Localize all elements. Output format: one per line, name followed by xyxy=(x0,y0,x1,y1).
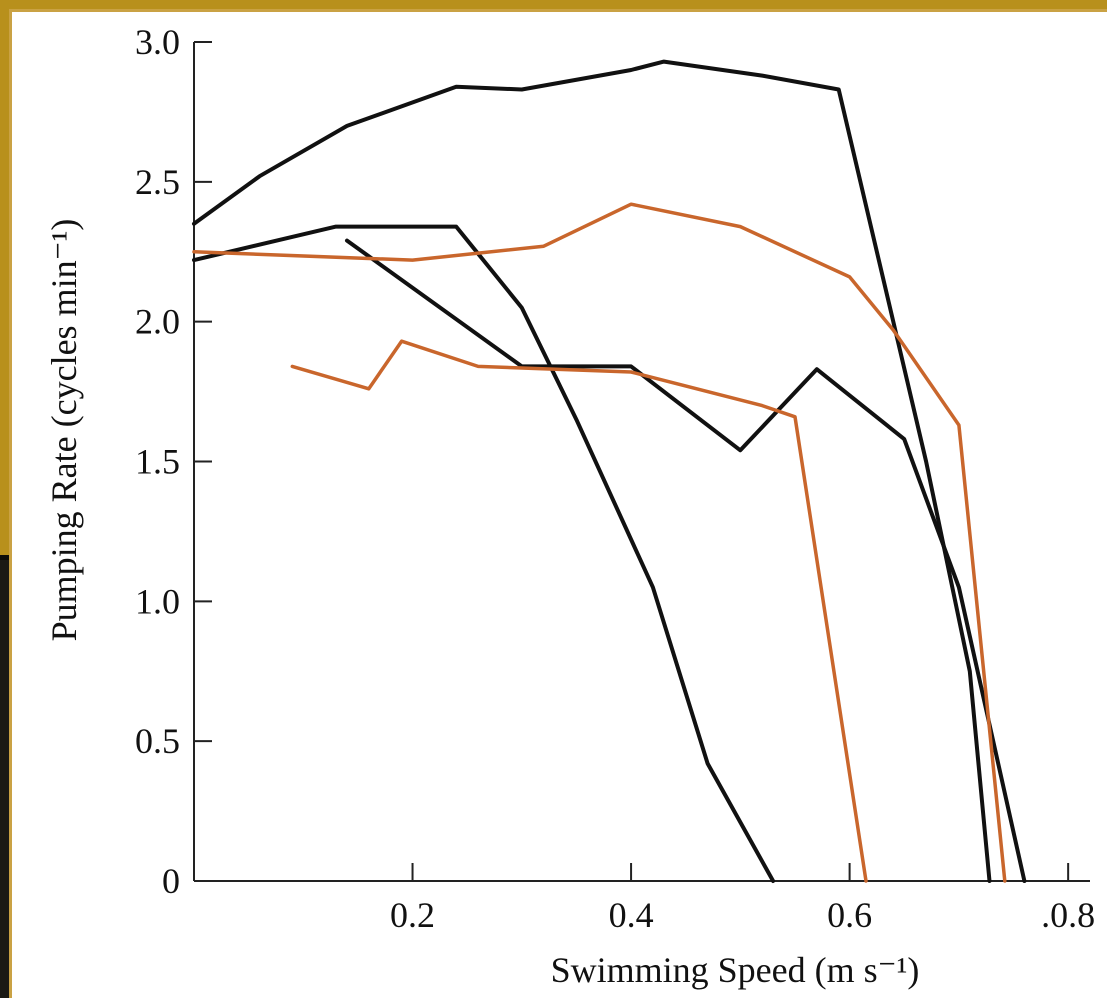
series-line-3 xyxy=(345,238,1027,883)
y-axis-label: Pumping Rate (cycles min⁻¹) xyxy=(44,219,84,642)
x-tick-label: 0.2 xyxy=(390,895,435,935)
y-tick-label: 1.5 xyxy=(135,442,180,482)
axes xyxy=(193,42,1090,882)
series-line-5 xyxy=(290,339,868,883)
x-tick-label: 0.6 xyxy=(827,895,872,935)
x-tick-label: 0.4 xyxy=(609,895,654,935)
frame-border-top xyxy=(0,0,1107,9)
x-tick-label: .0.8 xyxy=(1041,895,1095,935)
series-line-2 xyxy=(192,224,776,883)
tick-group: 0 0.5 1.0 1.5 2.0 2.5 3.0 0.2 0.4 0.6 .0.8 xyxy=(135,22,1095,935)
frame-border-left xyxy=(0,0,9,555)
y-tick-label: 1.0 xyxy=(135,581,180,621)
chart-panel xyxy=(9,9,1107,998)
series-line-4 xyxy=(192,202,1007,883)
y-tick-label: 0 xyxy=(162,861,180,901)
y-tick-label: 3.0 xyxy=(135,22,180,62)
series-line-1 xyxy=(192,59,992,883)
x-axis-label: Swimming Speed (m s⁻¹) xyxy=(551,950,920,990)
series-group xyxy=(192,59,1027,883)
y-tick-label: 0.5 xyxy=(135,721,180,761)
y-tick-label: 2.0 xyxy=(135,302,180,342)
y-tick-label: 2.5 xyxy=(135,162,180,202)
